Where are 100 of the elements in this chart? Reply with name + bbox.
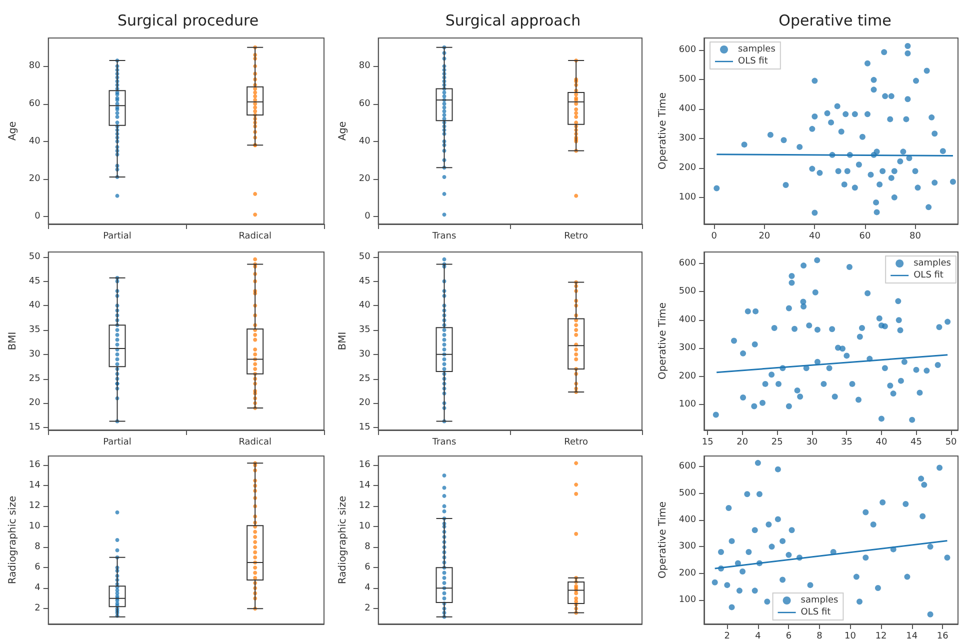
y-tick-label: 600 xyxy=(678,462,696,472)
y-tick-label: 15 xyxy=(358,422,370,433)
x-tick-label: 50 xyxy=(945,438,958,448)
x-tick-label: Partial xyxy=(103,438,132,448)
y-tick-label: 4 xyxy=(34,583,41,594)
x-tick-label: 40 xyxy=(808,232,821,242)
x-tick-label: 10 xyxy=(844,632,856,642)
y-tick-label: 600 xyxy=(678,258,696,268)
y-tick-label: 600 xyxy=(678,44,696,55)
x-tick-label: 16 xyxy=(936,632,949,642)
y-axis-title: Radiographic size xyxy=(338,496,348,584)
y-tick-label: 10 xyxy=(28,522,41,532)
x-tick-label: 6 xyxy=(786,632,792,642)
x-tick-label: 2 xyxy=(724,632,730,642)
chart-title: Surgical procedure xyxy=(117,12,259,30)
x-tick-label: Trans xyxy=(431,438,456,448)
y-tick-label: 10 xyxy=(358,522,371,532)
x-tick-label: Retro xyxy=(564,438,589,448)
x-tick-label: Radical xyxy=(238,232,272,242)
y-tick-label: 60 xyxy=(358,98,371,109)
chart-title: Operative time xyxy=(778,12,892,30)
y-axis-title: BMI xyxy=(8,332,18,350)
y-tick-label: 8 xyxy=(364,542,371,552)
y-tick-label: 20 xyxy=(28,398,41,408)
y-tick-label: 12 xyxy=(358,501,370,512)
y-tick-label: 8 xyxy=(34,542,41,552)
x-tick-label: 35 xyxy=(840,438,852,448)
y-tick-label: 100 xyxy=(678,192,696,202)
y-axis-title: BMI xyxy=(338,332,348,350)
x-tick-label: Retro xyxy=(564,232,589,242)
y-tick-label: 20 xyxy=(358,398,371,408)
x-tick-label: 12 xyxy=(875,632,887,642)
y-tick-label: 100 xyxy=(678,595,696,605)
y-axis-title: Age xyxy=(338,121,348,141)
y-tick-label: 50 xyxy=(358,252,371,262)
y-tick-label: 500 xyxy=(678,488,696,498)
y-tick-label: 200 xyxy=(678,371,696,382)
y-tick-label: 300 xyxy=(678,133,696,144)
y-tick-label: 15 xyxy=(28,422,40,433)
y-tick-label: 300 xyxy=(678,542,696,552)
y-tick-label: 80 xyxy=(28,61,41,72)
y-tick-label: 2 xyxy=(364,604,370,614)
legend-label: OLS fit xyxy=(738,56,768,66)
y-tick-label: 6 xyxy=(34,562,41,573)
x-tick-label: 0 xyxy=(711,232,718,242)
x-tick-label: 30 xyxy=(806,438,818,448)
y-tick-label: 25 xyxy=(28,374,40,384)
y-tick-label: 300 xyxy=(678,343,696,354)
y-tick-label: 25 xyxy=(358,374,370,384)
y-tick-label: 200 xyxy=(678,568,696,578)
y-tick-label: 6 xyxy=(364,562,371,573)
y-axis-title: Operative Time xyxy=(658,92,668,170)
legend-label: samples xyxy=(914,258,952,268)
y-tick-label: 60 xyxy=(28,98,41,109)
y-tick-label: 20 xyxy=(358,174,371,184)
y-tick-label: 12 xyxy=(28,501,40,512)
y-tick-label: 16 xyxy=(28,460,41,470)
y-tick-label: 4 xyxy=(364,583,371,594)
x-tick-label: 80 xyxy=(910,232,922,242)
y-tick-label: 400 xyxy=(678,104,696,114)
y-tick-label: 0 xyxy=(34,211,41,222)
y-tick-label: 30 xyxy=(28,349,41,360)
x-tick-label: 20 xyxy=(736,438,748,448)
y-tick-label: 2 xyxy=(34,604,40,614)
x-tick-label: 20 xyxy=(758,232,770,242)
y-tick-label: 400 xyxy=(678,515,696,525)
x-tick-label: 14 xyxy=(906,632,918,642)
x-tick-label: Radical xyxy=(238,438,272,448)
legend-label: OLS fit xyxy=(800,608,832,618)
legend-label: OLS fit xyxy=(914,270,944,280)
x-tick-label: 60 xyxy=(859,232,871,242)
y-tick-label: 200 xyxy=(678,162,696,173)
y-tick-label: 500 xyxy=(678,286,696,297)
y-axis-title: Radiographic size xyxy=(8,496,18,584)
x-tick-label: 25 xyxy=(771,438,783,448)
chart-title: Surgical approach xyxy=(445,12,581,30)
x-tick-label: 45 xyxy=(910,438,922,448)
y-axis-title: Operative Time xyxy=(658,302,668,380)
y-tick-label: 0 xyxy=(364,211,371,222)
y-tick-label: 500 xyxy=(678,74,696,84)
y-axis-title: Age xyxy=(8,121,18,141)
y-tick-label: 45 xyxy=(28,276,40,286)
y-tick-label: 40 xyxy=(28,300,41,311)
y-tick-label: 16 xyxy=(358,460,371,470)
y-tick-label: 35 xyxy=(358,325,370,336)
y-tick-label: 45 xyxy=(358,276,370,286)
x-tick-label: Trans xyxy=(431,232,456,242)
y-tick-label: 40 xyxy=(358,300,371,311)
y-tick-label: 100 xyxy=(678,400,696,410)
legend-label: samples xyxy=(800,596,839,606)
y-tick-label: 30 xyxy=(358,349,371,360)
y-tick-label: 40 xyxy=(28,136,41,146)
x-tick-label: 15 xyxy=(702,438,714,448)
legend-label: samples xyxy=(738,44,776,54)
y-tick-label: 50 xyxy=(28,252,41,262)
y-tick-label: 14 xyxy=(28,480,41,491)
x-tick-label: 8 xyxy=(816,632,823,642)
y-axis-title: Operative Time xyxy=(658,501,668,579)
y-tick-label: 35 xyxy=(28,325,40,336)
y-tick-label: 40 xyxy=(358,136,371,146)
